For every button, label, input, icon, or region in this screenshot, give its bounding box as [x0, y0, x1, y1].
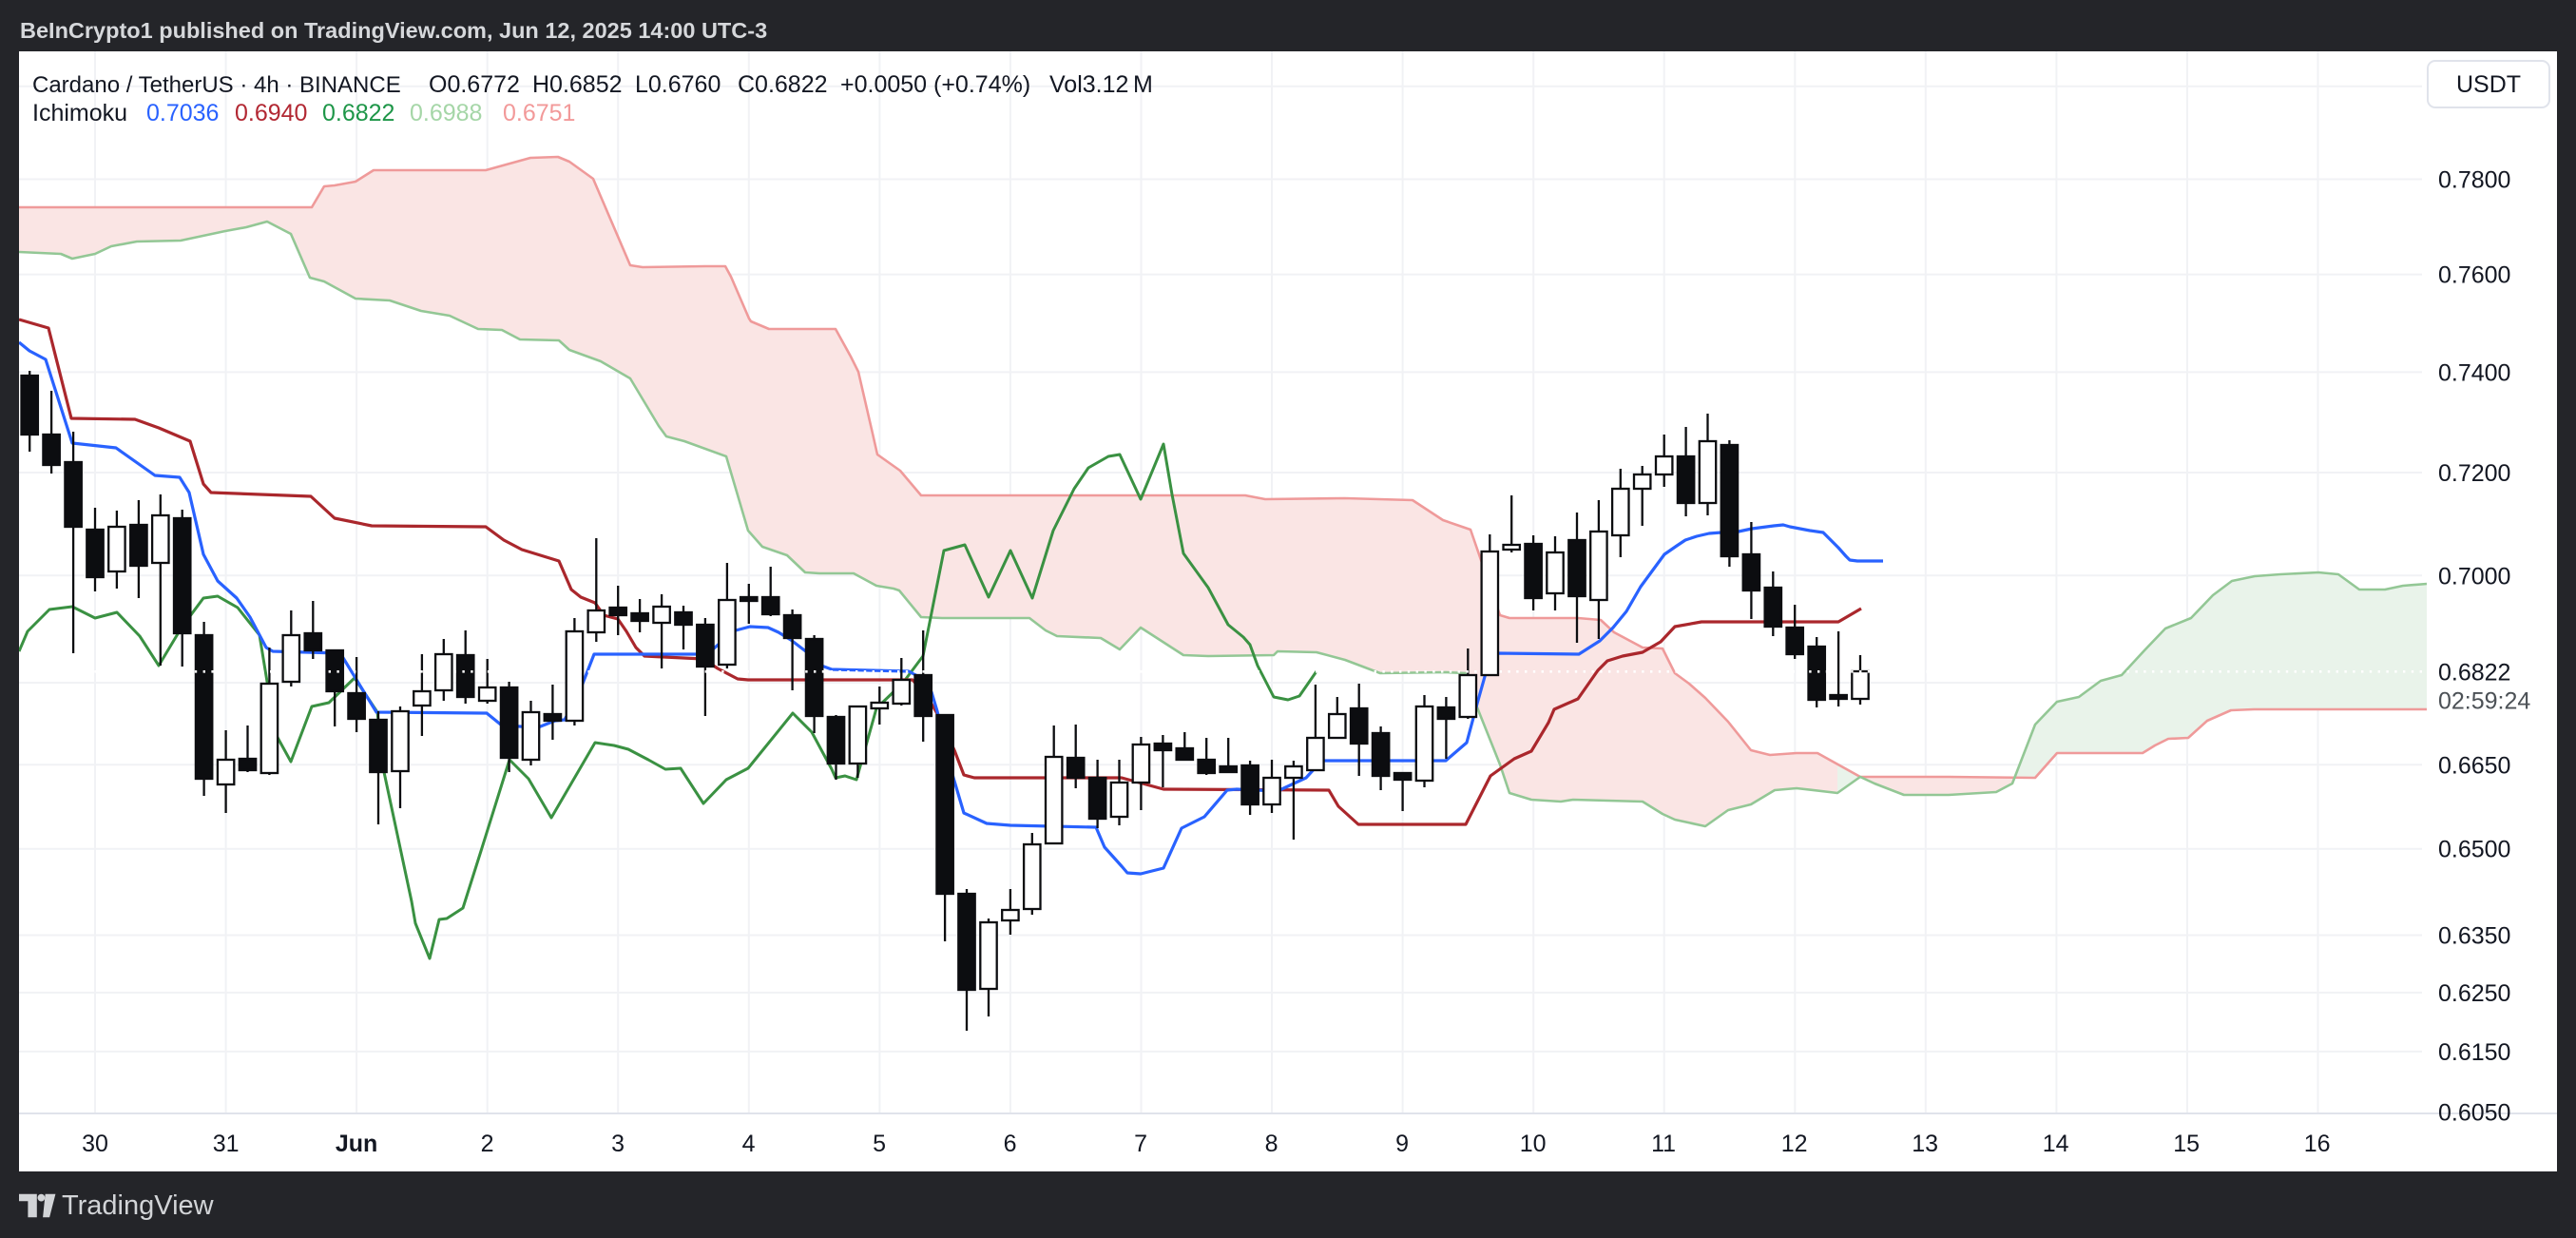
- svg-text:M: M: [1133, 71, 1153, 98]
- svg-text:5: 5: [873, 1131, 886, 1157]
- svg-text:02:59:24: 02:59:24: [2438, 688, 2530, 715]
- svg-text:0.6500: 0.6500: [2438, 837, 2510, 863]
- svg-text:7: 7: [1134, 1131, 1147, 1157]
- svg-text:O0.6772: O0.6772: [429, 71, 520, 98]
- svg-text:0.6250: 0.6250: [2438, 980, 2510, 1007]
- svg-text:L0.6760: L0.6760: [635, 71, 721, 98]
- svg-text:31: 31: [213, 1131, 240, 1157]
- svg-text:0.6822: 0.6822: [2438, 660, 2510, 687]
- svg-text:Jun: Jun: [336, 1131, 377, 1157]
- svg-text:0.6050: 0.6050: [2438, 1099, 2510, 1126]
- svg-text:30: 30: [82, 1131, 108, 1157]
- svg-text:Cardano / TetherUS · 4h · BINA: Cardano / TetherUS · 4h · BINANCE: [32, 72, 401, 98]
- svg-text:0.7400: 0.7400: [2438, 359, 2510, 386]
- svg-text:TradingView: TradingView: [62, 1190, 215, 1221]
- svg-text:0.6822: 0.6822: [322, 100, 394, 126]
- svg-text:Vol3.12: Vol3.12: [1049, 71, 1128, 98]
- svg-text:BeInCrypto1 published on Tradi: BeInCrypto1 published on TradingView.com…: [20, 18, 767, 43]
- svg-text:14: 14: [2043, 1131, 2069, 1157]
- svg-text:13: 13: [1912, 1131, 1938, 1157]
- svg-text:15: 15: [2173, 1131, 2200, 1157]
- svg-text:0.6650: 0.6650: [2438, 752, 2510, 779]
- svg-text:0.7600: 0.7600: [2438, 262, 2510, 289]
- svg-text:0.7000: 0.7000: [2438, 563, 2510, 590]
- svg-text:6: 6: [1004, 1131, 1017, 1157]
- svg-text:0.6350: 0.6350: [2438, 923, 2510, 950]
- svg-text:9: 9: [1395, 1131, 1409, 1157]
- svg-text:0.6988: 0.6988: [410, 100, 482, 126]
- svg-text:Ichimoku: Ichimoku: [32, 100, 127, 126]
- svg-text:11: 11: [1651, 1131, 1676, 1157]
- svg-text:2: 2: [481, 1131, 494, 1157]
- svg-text:0.6150: 0.6150: [2438, 1039, 2510, 1066]
- svg-text:C0.6822: C0.6822: [738, 71, 828, 98]
- svg-text:0.7800: 0.7800: [2438, 167, 2510, 194]
- svg-text:USDT: USDT: [2456, 71, 2521, 98]
- svg-text:16: 16: [2304, 1131, 2331, 1157]
- svg-text:10: 10: [1520, 1131, 1547, 1157]
- svg-text:8: 8: [1265, 1131, 1278, 1157]
- svg-text:0.7036: 0.7036: [146, 100, 219, 126]
- svg-text:0.6940: 0.6940: [235, 100, 307, 126]
- svg-text:12: 12: [1781, 1131, 1808, 1157]
- svg-text:0.6751: 0.6751: [503, 100, 575, 126]
- svg-text:0.7200: 0.7200: [2438, 460, 2510, 487]
- svg-text:3: 3: [611, 1131, 625, 1157]
- svg-text:H0.6852: H0.6852: [532, 71, 623, 98]
- svg-text:4: 4: [742, 1131, 756, 1157]
- svg-text:+0.0050 (+0.74%): +0.0050 (+0.74%): [840, 71, 1030, 98]
